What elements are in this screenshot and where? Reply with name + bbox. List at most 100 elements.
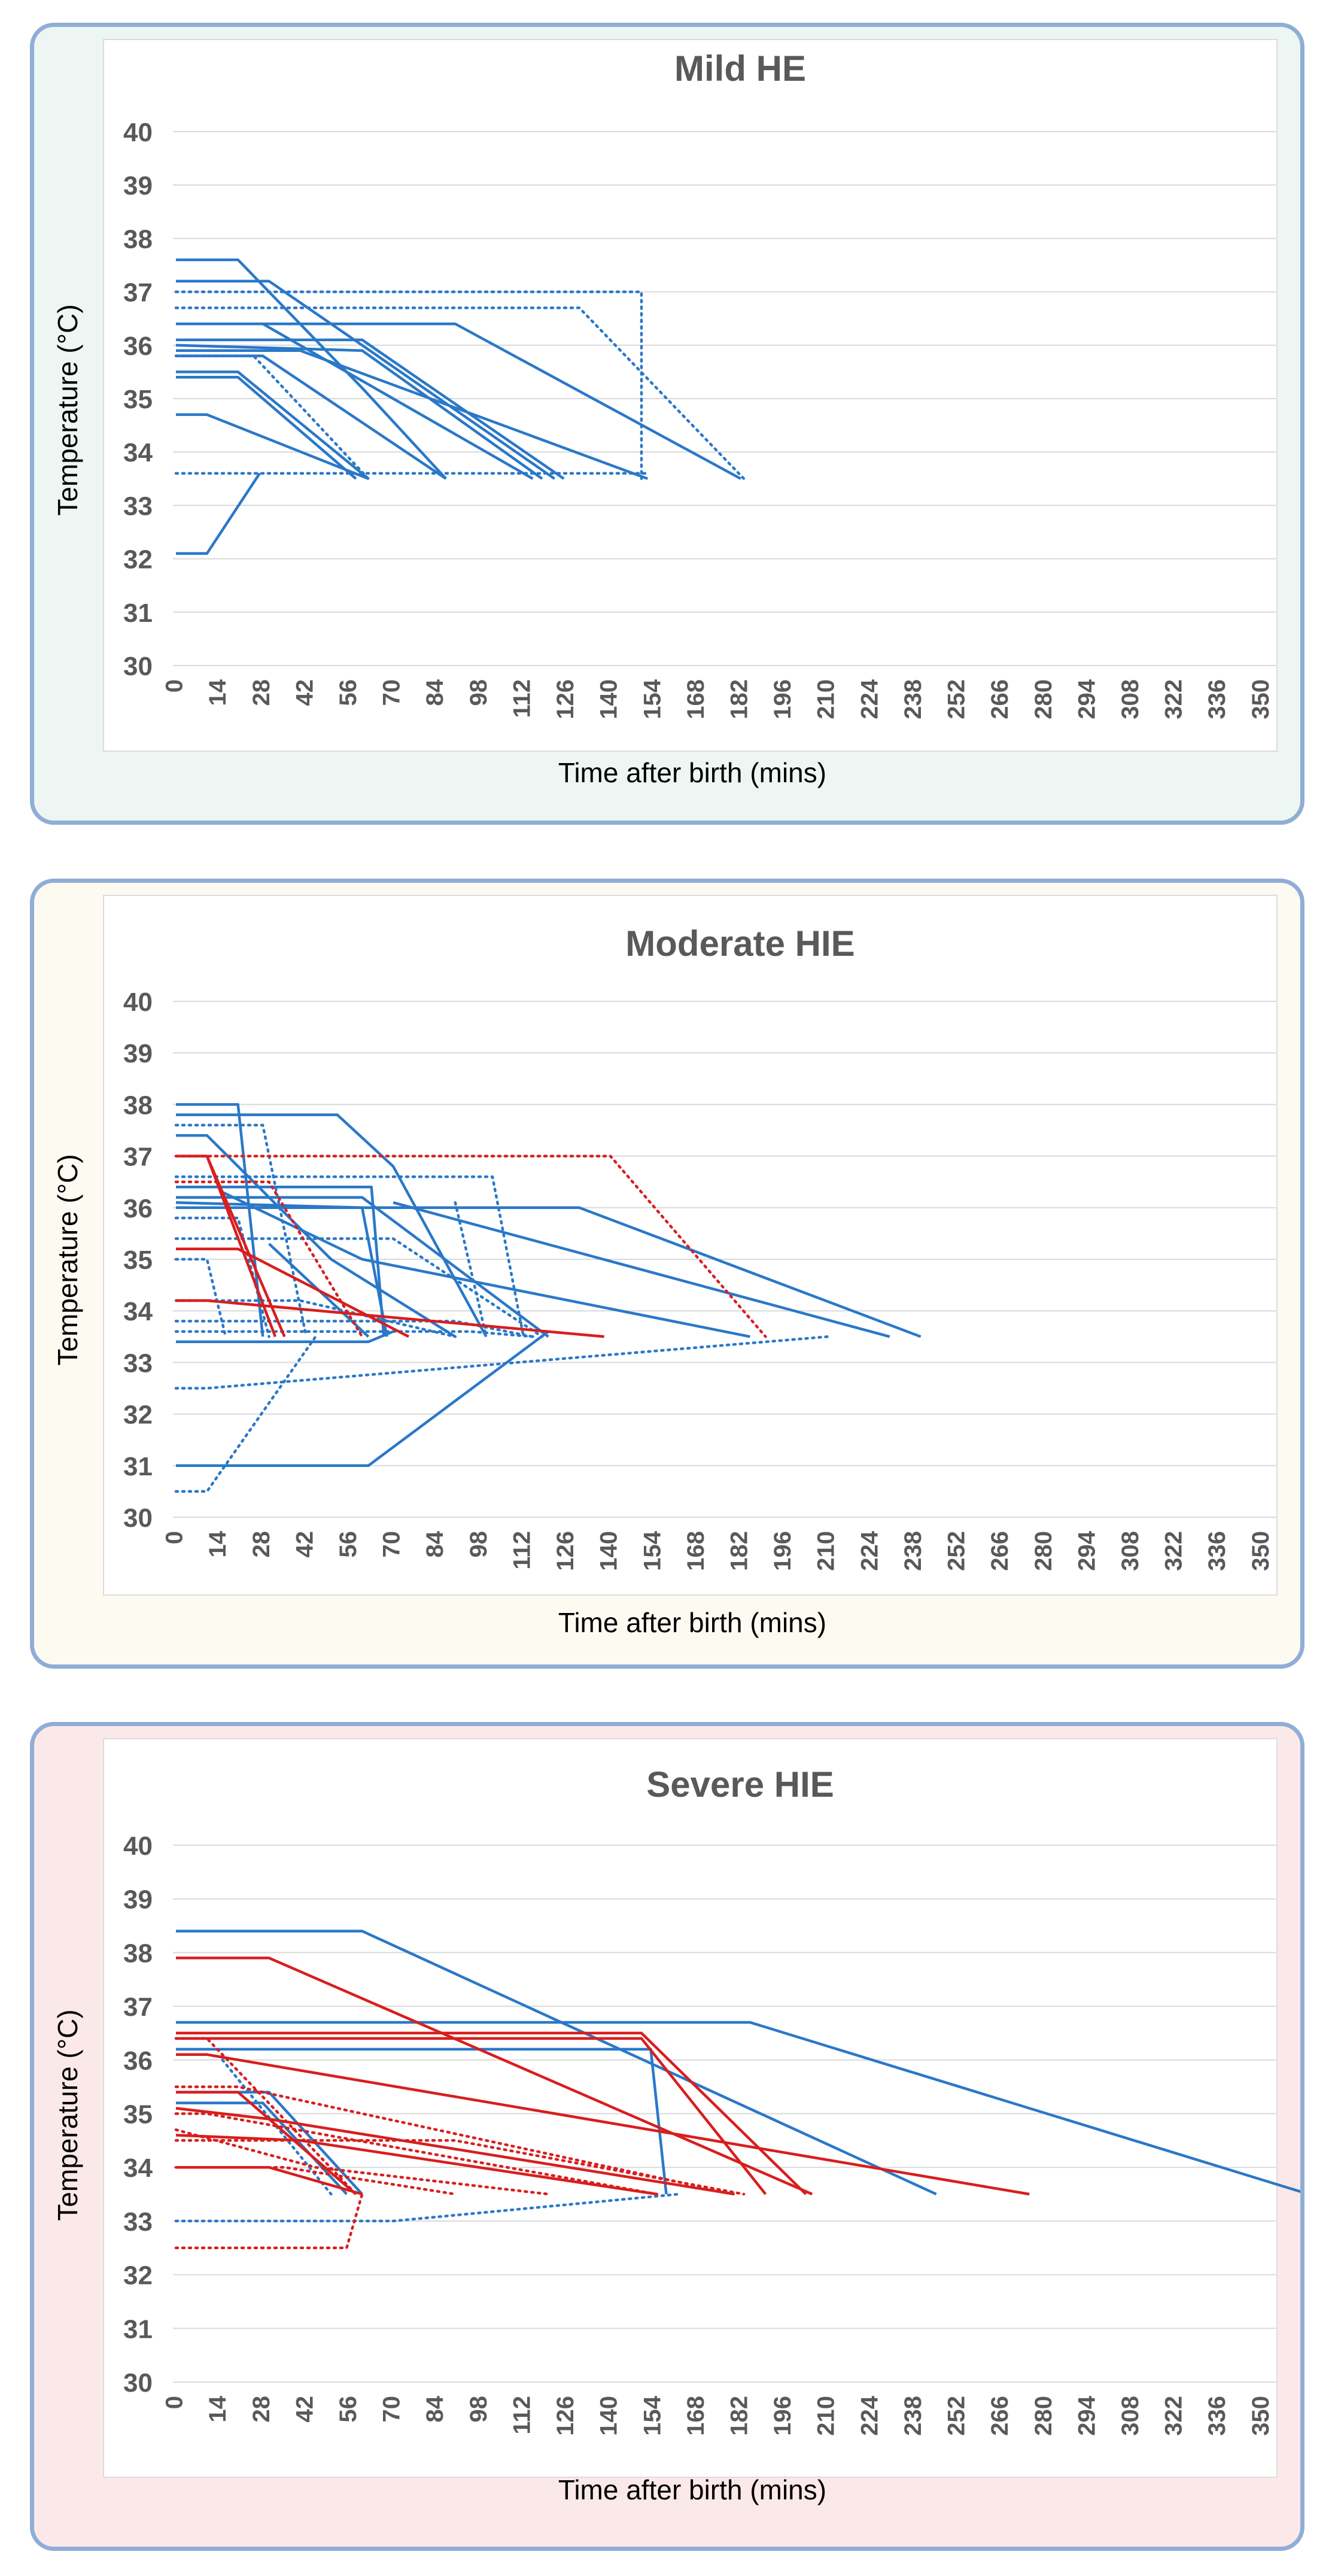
series-line-mod-25 xyxy=(176,1247,410,1338)
severe-hie-x-tick-label: 28 xyxy=(248,2396,275,2423)
mild-he-x-tick-label: 168 xyxy=(683,679,709,719)
series-line-sev-21 xyxy=(174,2165,457,2196)
series-line-mod-24 xyxy=(176,1155,277,1338)
severe-hie-x-tick-label: 140 xyxy=(596,2396,622,2436)
moderate-hie-x-tick-label: 350 xyxy=(1248,1531,1274,1571)
series-line-sev-19 xyxy=(174,2139,746,2196)
moderate-hie-y-axis-label: Temperature (°C) xyxy=(52,1154,83,1365)
moderate-hie-x-tick-label: 14 xyxy=(205,1530,231,1557)
moderate-hie-x-tick-label: 322 xyxy=(1161,1531,1187,1571)
series-line-mod-14 xyxy=(174,1175,525,1338)
mild-he-x-tick-label: 224 xyxy=(856,679,883,719)
severe-hie-x-tick-label: 210 xyxy=(813,2396,840,2436)
moderate-hie-x-tick-label: 154 xyxy=(639,1530,665,1570)
mild-he-y-tick-label: 40 xyxy=(123,118,153,147)
moderate-hie-x-tick-label: 56 xyxy=(335,1531,361,1558)
moderate-hie-x-tick-label: 210 xyxy=(813,1531,840,1571)
series-line-mild-9 xyxy=(176,376,357,480)
mild-he-y-tick-label: 36 xyxy=(123,332,153,361)
moderate-hie-y-tick-label: 34 xyxy=(123,1297,153,1326)
moderate-hie-x-tick-label: 84 xyxy=(422,1530,448,1557)
severe-hie-y-tick-label: 33 xyxy=(123,2207,153,2237)
severe-hie-x-tick-label: 112 xyxy=(509,2396,535,2435)
mild-he-x-tick-label: 308 xyxy=(1117,679,1144,719)
series-line-mod-27 xyxy=(205,1155,286,1338)
moderate-hie-y-tick-label: 38 xyxy=(123,1090,153,1120)
series-line-mild-12 xyxy=(262,323,534,480)
severe-hie-x-tick-label: 42 xyxy=(291,2396,318,2423)
severe-hie-y-tick-label: 35 xyxy=(123,2100,153,2130)
series-line-mod-1 xyxy=(176,1103,264,1337)
moderate-hie-x-tick-label: 98 xyxy=(466,1531,492,1558)
severe-hie-chart-title: Severe HIE xyxy=(646,1764,834,1805)
mild-he-x-tick-label: 322 xyxy=(1161,679,1187,719)
mild-he-y-tick-label: 38 xyxy=(123,224,153,254)
moderate-hie-x-tick-label: 126 xyxy=(552,1531,579,1571)
severe-hie-chart: 30 31 32 33 34 35 36 37 38 39 40 0 14 28 42 56 70 84 98 112… xyxy=(52,1764,1300,2505)
series-line-mod-17 xyxy=(174,1257,227,1338)
series-line-mod-13 xyxy=(174,1123,308,1338)
series-line-mod-8 xyxy=(221,1190,750,1338)
moderate-hie-x-tick-label: 308 xyxy=(1117,1531,1144,1571)
mild-he-y-axis-label: Temperature (°C) xyxy=(52,304,83,515)
severe-hie-plot-area xyxy=(103,1738,1278,2478)
mild-he-plot-area xyxy=(103,39,1278,752)
moderate-hie-chart: 30 31 32 33 34 35 36 37 38 39 40 0 14 28 42 56 70 84 98 112… xyxy=(52,924,1276,1638)
mild-he-chart-panel: 30 31 32 33 34 35 36 37 38 39 40 0 14 28 42 56 70 84 98 112… xyxy=(30,23,1304,825)
severe-hie-x-tick-label: 14 xyxy=(205,2395,231,2422)
severe-hie-x-tick-label: 154 xyxy=(639,2395,665,2435)
severe-hie-x-tick-label: 196 xyxy=(770,2396,796,2436)
severe-hie-x-tick-label: 56 xyxy=(335,2396,361,2423)
severe-hie-chart-panel: 30 31 32 33 34 35 36 37 38 39 40 0 14 28 42 56 70 84 98 112… xyxy=(30,1722,1304,2551)
severe-hie-x-tick-label: 266 xyxy=(987,2396,1013,2436)
moderate-hie-y-tick-label: 36 xyxy=(123,1194,153,1223)
mild-he-x-tick-label: 252 xyxy=(944,679,970,719)
mild-he-x-tick-label: 350 xyxy=(1248,679,1274,719)
severe-hie-x-tick-label: 308 xyxy=(1117,2396,1144,2436)
mild-he-y-tick-label: 35 xyxy=(123,385,153,414)
moderate-hie-plot-area xyxy=(103,895,1278,1596)
mild-he-x-tick-label: 112 xyxy=(509,679,535,718)
mild-he-y-tick-label: 30 xyxy=(123,652,153,681)
series-line-mod-11 xyxy=(176,1330,549,1468)
mild-he-y-tick-label: 33 xyxy=(123,491,153,521)
mild-he-x-tick-label: 140 xyxy=(596,679,622,719)
mild-he-x-tick-label: 42 xyxy=(291,679,318,706)
series-line-mild-5 xyxy=(175,344,543,480)
series-line-sev-9 xyxy=(176,2031,807,2195)
series-line-sev-8 xyxy=(176,1957,813,2196)
moderate-hie-chart-title: Moderate HIE xyxy=(625,924,854,964)
series-line-mild-2 xyxy=(176,280,555,480)
moderate-hie-y-tick-label: 31 xyxy=(123,1452,153,1481)
mild-he-x-tick-label: 126 xyxy=(552,679,579,719)
moderate-hie-x-axis-label: Time after birth (mins) xyxy=(558,1607,826,1638)
severe-hie-x-tick-label: 98 xyxy=(466,2396,492,2423)
mild-he-x-tick-label: 154 xyxy=(639,679,665,719)
series-line-sev-18 xyxy=(174,2112,659,2196)
series-line-sev-1 xyxy=(176,1930,937,2196)
severe-hie-x-tick-label: 0 xyxy=(162,2396,188,2409)
series-line-mod-7 xyxy=(176,1206,922,1338)
severe-hie-x-tick-label: 238 xyxy=(900,2396,926,2436)
series-line-mod-10 xyxy=(176,1330,394,1344)
moderate-hie-x-tick-label: 294 xyxy=(1074,1530,1100,1570)
moderate-hie-y-tick-label: 40 xyxy=(123,988,153,1017)
series-line-mod-20 xyxy=(174,1330,534,1338)
series-line-sev-2 xyxy=(176,2021,1300,2194)
mild-he-x-tick-label: 196 xyxy=(770,679,796,719)
severe-hie-y-tick-label: 31 xyxy=(123,2314,153,2344)
moderate-hie-x-tick-label: 140 xyxy=(596,1531,622,1571)
series-line-mild-4 xyxy=(176,338,565,480)
series-line-mod-2 xyxy=(176,1113,488,1338)
moderate-hie-x-tick-label: 28 xyxy=(248,1531,275,1558)
moderate-hie-chart-panel: 30 31 32 33 34 35 36 37 38 39 40 0 14 28 42 56 70 84 98 112… xyxy=(30,879,1304,1669)
series-line-sev-22 xyxy=(174,2128,550,2196)
moderate-hie-x-tick-label: 182 xyxy=(726,1531,752,1571)
series-line-mod-4 xyxy=(176,1186,385,1337)
severe-hie-x-tick-label: 126 xyxy=(552,2396,579,2436)
mild-he-x-tick-label: 0 xyxy=(162,679,188,692)
mild-he-y-tick-label: 37 xyxy=(123,278,153,308)
moderate-hie-x-tick-label: 42 xyxy=(291,1531,318,1558)
series-line-mod-29 xyxy=(174,1180,364,1338)
moderate-hie-x-tick-label: 112 xyxy=(509,1531,535,1570)
